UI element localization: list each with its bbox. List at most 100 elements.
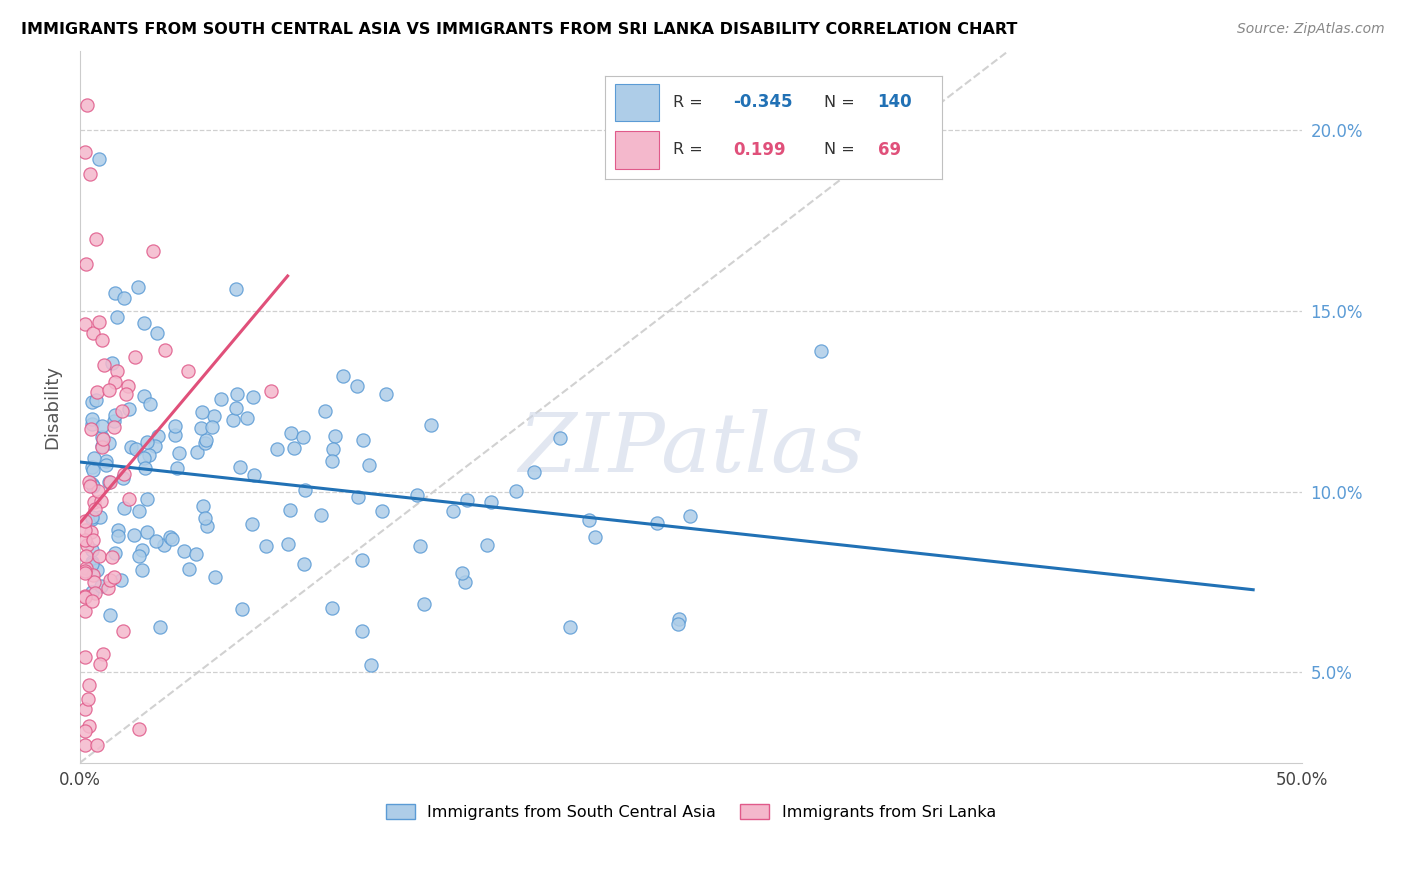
Point [103, 570, 125, 584]
Point [79, 525, 101, 540]
Point [84, 586, 107, 600]
Point [666, 617, 689, 632]
Point [91, 647, 114, 661]
Text: ZIPatlas: ZIPatlas [519, 409, 863, 490]
Point [134, 461, 156, 475]
Point [454, 575, 477, 590]
Point [89, 152, 111, 166]
Point [97, 581, 120, 595]
Point [80, 585, 103, 599]
Point [347, 490, 370, 504]
Point [84, 502, 107, 516]
Point [120, 440, 142, 454]
Point [82, 533, 104, 547]
Point [240, 517, 263, 532]
Point [202, 409, 225, 423]
Point [456, 493, 478, 508]
Point [578, 512, 600, 526]
Point [115, 387, 138, 401]
Point [112, 624, 135, 638]
Point [79, 479, 101, 493]
Point [668, 612, 690, 626]
Point [90, 579, 112, 593]
Point [77, 678, 100, 692]
Point [441, 503, 464, 517]
Point [111, 471, 134, 485]
Point [105, 310, 128, 325]
Point [374, 387, 396, 401]
Point [110, 573, 132, 587]
Point [523, 465, 546, 479]
Point [73, 650, 96, 665]
Point [162, 532, 184, 546]
Point [80, 394, 103, 409]
Point [236, 411, 259, 425]
Point [352, 434, 374, 448]
Point [278, 503, 301, 517]
Point [128, 722, 150, 736]
Point [98, 384, 121, 398]
Point [166, 461, 188, 475]
Point [83, 451, 105, 466]
Point [409, 539, 432, 553]
Point [242, 390, 264, 404]
Point [118, 402, 141, 417]
Point [111, 404, 134, 418]
Point [190, 421, 212, 435]
Point [118, 491, 141, 506]
Point [209, 392, 232, 406]
Point [73, 514, 96, 528]
Point [80, 511, 103, 525]
Point [82, 326, 104, 340]
Point [82, 478, 104, 492]
Point [194, 511, 217, 525]
Point [122, 528, 145, 542]
Point [195, 518, 218, 533]
Point [73, 738, 96, 752]
Point [583, 530, 606, 544]
Point [73, 604, 96, 618]
Point [79, 718, 101, 732]
Point [314, 404, 336, 418]
Point [194, 435, 217, 450]
Point [87, 484, 110, 499]
Point [352, 624, 374, 638]
Point [84, 392, 107, 407]
Point [179, 562, 201, 576]
Point [101, 356, 124, 370]
Point [477, 538, 499, 552]
Point [242, 467, 264, 482]
Point [558, 620, 581, 634]
Point [104, 546, 127, 560]
Point [80, 555, 103, 569]
Point [128, 504, 150, 518]
Point [128, 549, 150, 563]
Point [450, 566, 472, 581]
Point [75, 257, 97, 271]
Point [87, 549, 110, 563]
Point [309, 508, 332, 523]
Point [80, 542, 103, 557]
Point [79, 167, 101, 181]
Point [103, 414, 125, 428]
Point [505, 484, 527, 499]
Point [146, 429, 169, 443]
Point [225, 282, 247, 296]
Point [105, 363, 128, 377]
Point [346, 379, 368, 393]
Point [679, 509, 702, 524]
Point [77, 475, 100, 490]
Point [226, 387, 249, 401]
Point [413, 597, 436, 611]
Point [332, 369, 354, 384]
Point [186, 547, 208, 561]
Point [125, 442, 148, 456]
Point [90, 430, 112, 444]
Point [91, 440, 114, 454]
Point [292, 558, 315, 572]
Point [97, 475, 120, 490]
Point [231, 602, 253, 616]
Point [201, 420, 224, 434]
Point [204, 569, 226, 583]
Point [322, 442, 344, 456]
